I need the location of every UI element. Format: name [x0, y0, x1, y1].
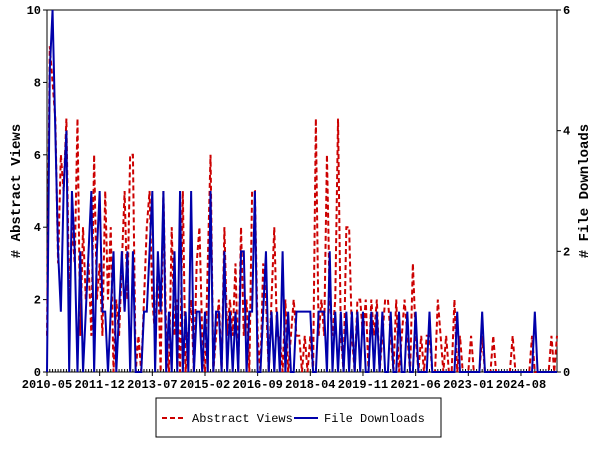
y2-axis-label: # File Downloads [577, 124, 593, 258]
x-tick-label: 2023-01 [443, 378, 493, 392]
y-axis-label: # Abstract Views [9, 124, 25, 258]
y-tick-label: 8 [34, 76, 41, 90]
y2-tick-label: 6 [563, 4, 570, 18]
y-tick-label: 10 [27, 4, 41, 18]
x-tick-label: 2021-06 [390, 378, 440, 392]
x-tick-label: 2018-04 [285, 378, 335, 392]
y2-tick-label: 2 [563, 245, 570, 259]
y-tick-label: 2 [34, 294, 41, 308]
y2-tick-label: 0 [563, 366, 570, 380]
y-tick-label: 6 [34, 149, 41, 163]
x-tick-label: 2015-02 [180, 378, 230, 392]
plot-frame [46, 9, 558, 373]
x-tick-label: 2024-08 [496, 378, 546, 392]
y2-tick-label: 4 [563, 125, 570, 139]
x-tick-label: 2016-09 [232, 378, 282, 392]
y-tick-label: 4 [34, 221, 41, 235]
legend-label: Abstract Views [192, 412, 293, 426]
series-line [46, 46, 558, 373]
x-tick-label: 2010-05 [22, 378, 72, 392]
x-tick-label: 2019-11 [338, 378, 388, 392]
x-tick-label: 2011-12 [74, 378, 124, 392]
x-tick-label: 2013-07 [127, 378, 177, 392]
series-line [46, 9, 557, 373]
legend-label: File Downloads [324, 412, 425, 426]
y-tick-label: 0 [34, 366, 41, 380]
